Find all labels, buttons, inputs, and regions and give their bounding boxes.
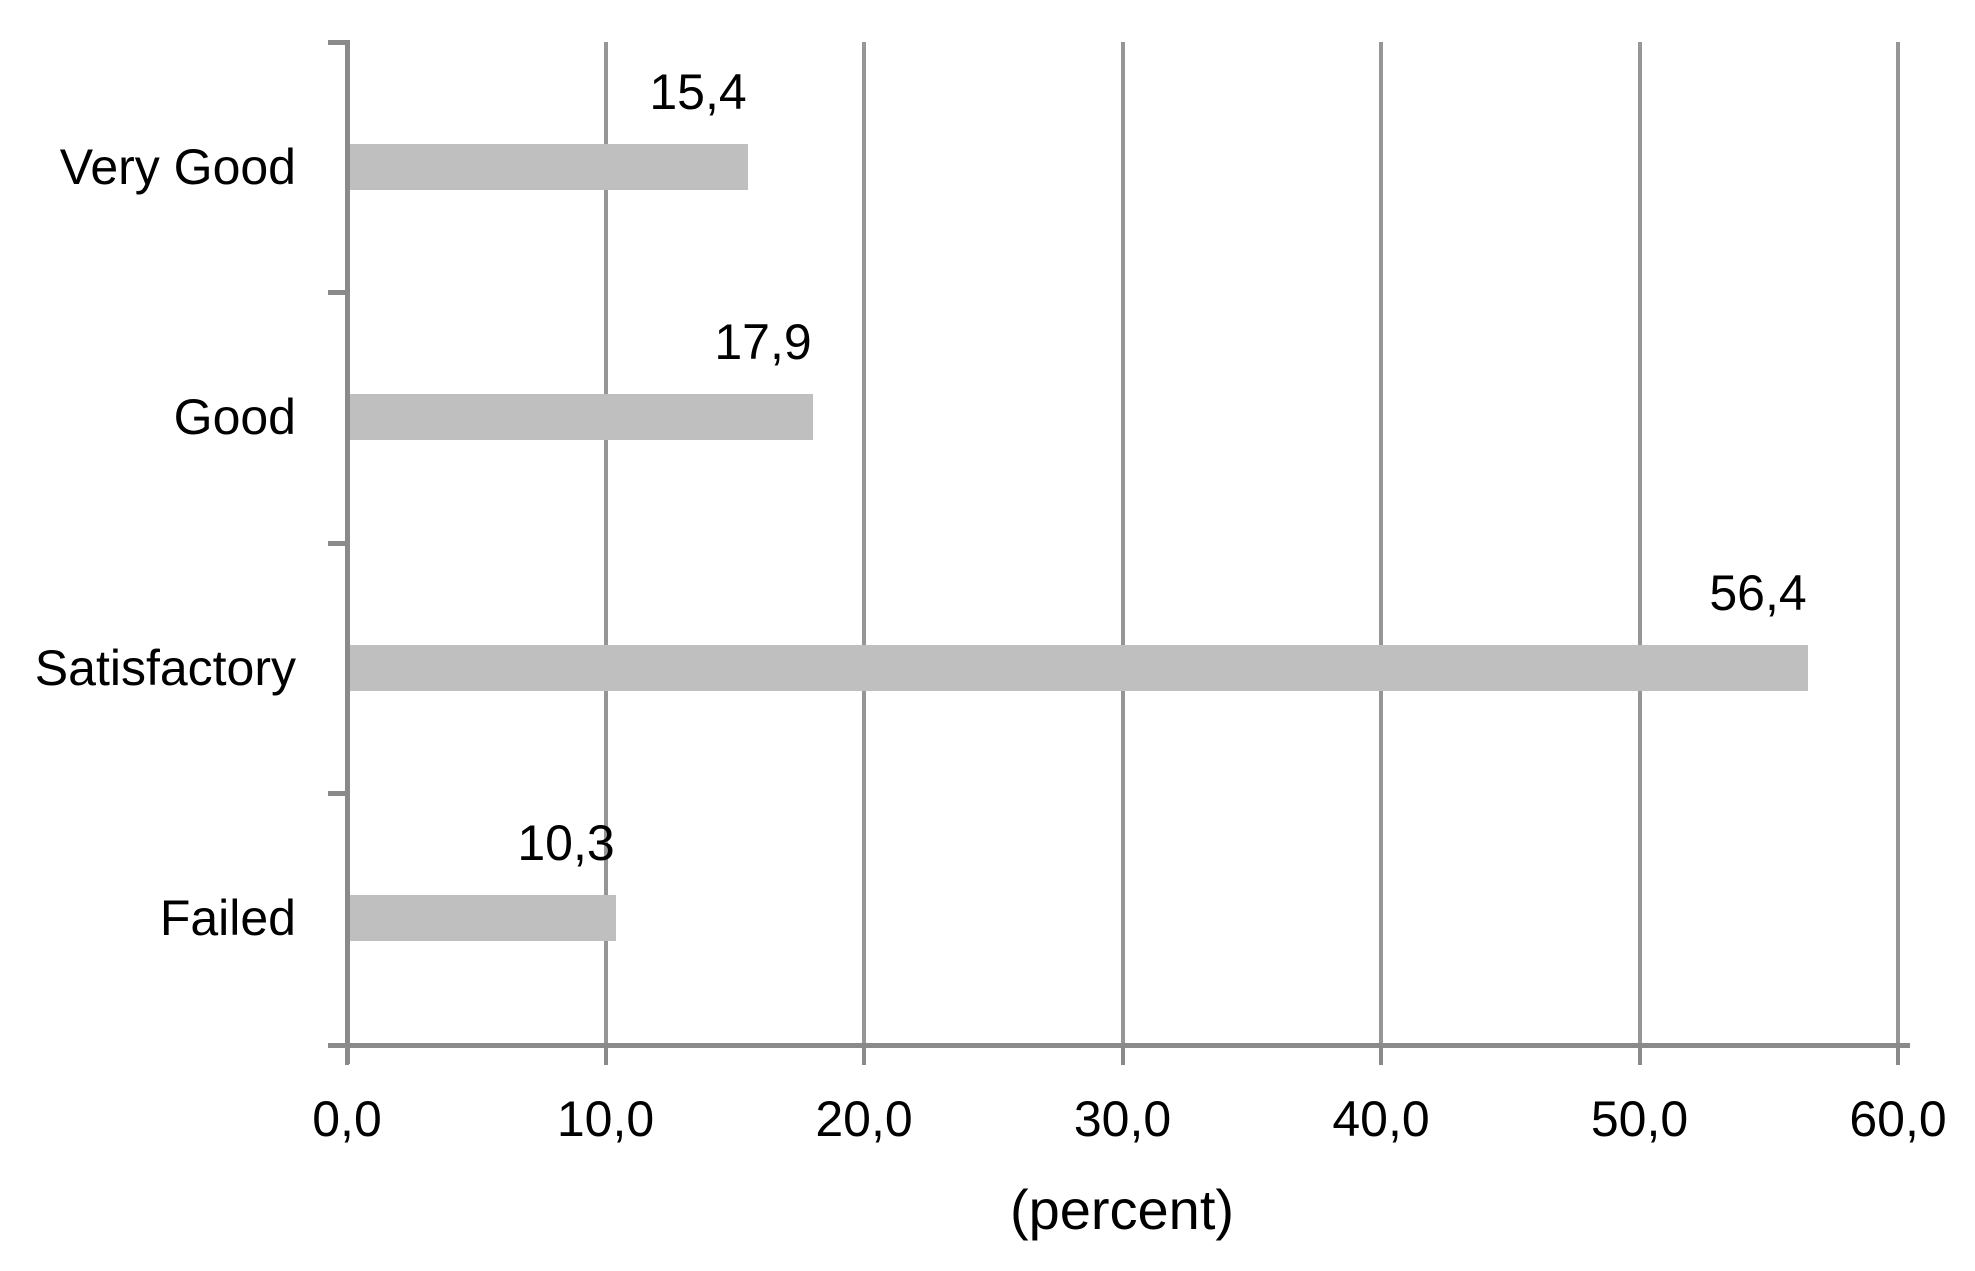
category-label: Good <box>173 389 296 445</box>
gridline <box>1637 42 1642 1043</box>
x-axis-tick-label: 40,0 <box>1332 1091 1430 1147</box>
category-label: Failed <box>159 890 296 946</box>
value-label: 10,3 <box>517 815 615 871</box>
gridline <box>1379 42 1383 1043</box>
x-axis-tick-label: 20,0 <box>815 1091 913 1147</box>
x-axis-tick-mark <box>1379 1048 1383 1065</box>
x-axis-tick-label: 0,0 <box>312 1091 382 1147</box>
bar <box>350 895 616 941</box>
category-label: Satisfactory <box>34 640 296 696</box>
y-axis-line <box>345 40 350 1064</box>
value-label: 17,9 <box>714 314 812 370</box>
bar <box>350 144 748 190</box>
x-axis-tick-label: 10,0 <box>556 1091 655 1147</box>
x-axis-line <box>328 1043 1910 1048</box>
y-axis-tick-mark <box>328 541 347 546</box>
value-label: 15,4 <box>649 64 747 120</box>
x-axis-tick-mark <box>1120 1048 1125 1065</box>
x-axis-tick-mark <box>862 1048 866 1065</box>
x-axis-tick-mark <box>603 1048 608 1065</box>
x-axis-tick-label: 30,0 <box>1073 1091 1172 1147</box>
x-axis-tick-label: 50,0 <box>1590 1091 1689 1147</box>
y-axis-tick-mark <box>328 791 347 796</box>
gridline <box>862 42 866 1043</box>
x-axis-title: (percent) <box>1009 1178 1235 1241</box>
category-label: Very Good <box>59 139 296 195</box>
x-axis-tick-label: 60,0 <box>1849 1091 1947 1147</box>
y-axis-tick-mark <box>328 40 347 45</box>
gridline <box>1896 42 1900 1043</box>
x-axis-tick-mark <box>1637 1048 1642 1065</box>
y-axis-tick-mark <box>328 290 347 295</box>
value-label: 56,4 <box>1709 565 1807 621</box>
x-axis-tick-mark <box>345 1048 349 1065</box>
gridline <box>1120 42 1125 1043</box>
x-axis-tick-mark <box>1896 1048 1900 1065</box>
gridline <box>603 42 608 1043</box>
bar <box>350 645 1808 691</box>
bar <box>350 394 813 440</box>
